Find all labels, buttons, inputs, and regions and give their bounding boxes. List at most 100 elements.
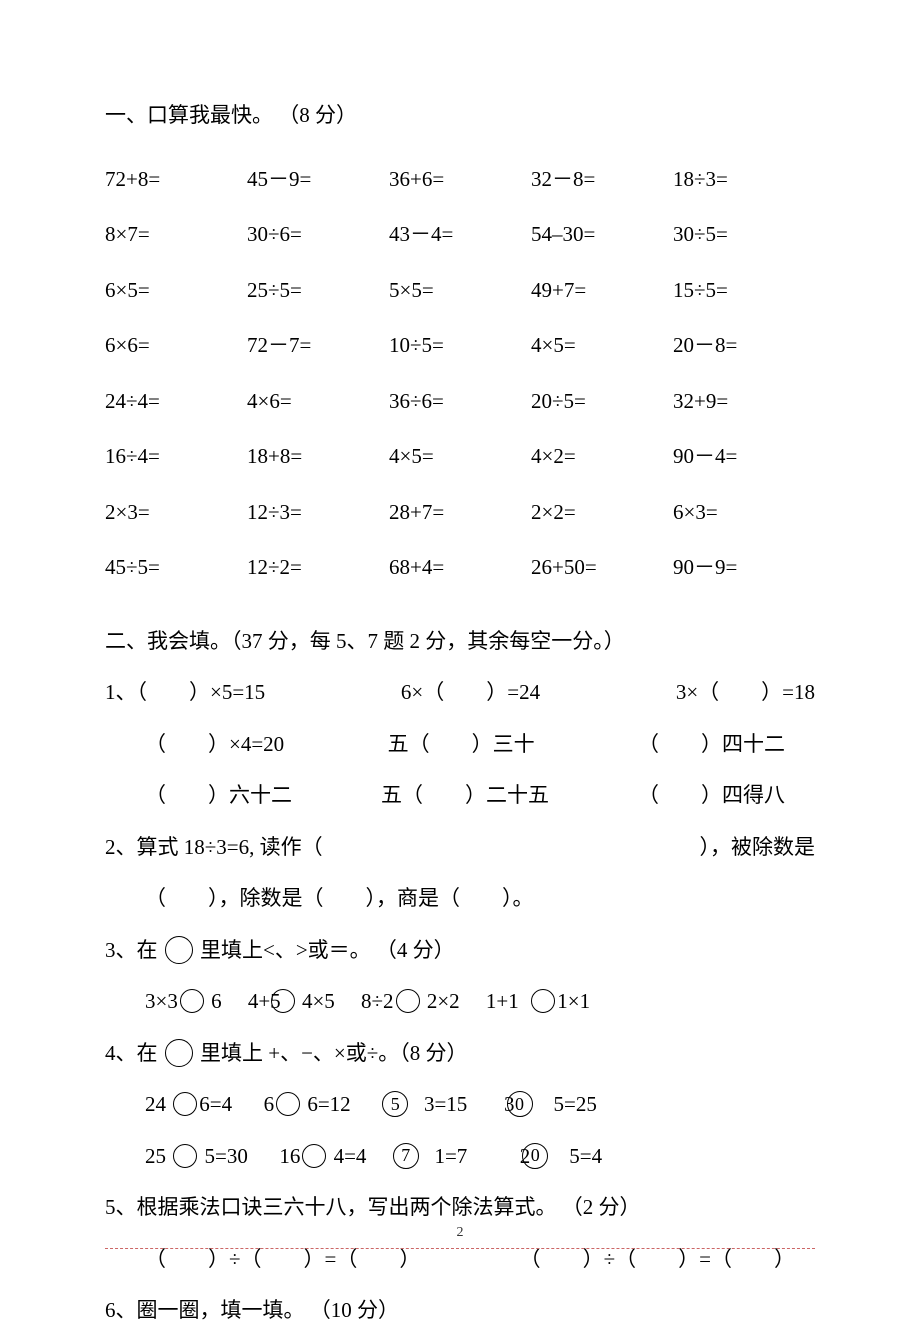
q1-blank: （ ）×4=20 bbox=[145, 729, 284, 761]
calc-cell: 49+7= bbox=[531, 263, 673, 319]
circle-icon: 5 bbox=[382, 1091, 408, 1117]
calc-cell: 90－9= bbox=[673, 540, 815, 596]
q1-blank: 1、（ ）×5=15 bbox=[105, 677, 265, 709]
circle-icon bbox=[173, 1144, 197, 1168]
q6-title: 6、圈一圈，填一填。 （10 分） bbox=[105, 1295, 815, 1327]
section1-title: 一、口算我最快。 （8 分） bbox=[105, 100, 815, 132]
q3-expr: 1+1 bbox=[486, 989, 519, 1013]
q2-text: ），被除数是 bbox=[700, 832, 816, 864]
calc-cell: 18+8= bbox=[247, 429, 389, 485]
q3-expr: 8÷2 bbox=[361, 989, 394, 1013]
calc-cell: 15÷5= bbox=[673, 263, 815, 319]
q4-expr: 5=4 bbox=[569, 1144, 602, 1168]
calc-cell: 4×2= bbox=[531, 429, 673, 485]
q5-title: 5、根据乘法口诀三六十八，写出两个除法算式。 （2 分） bbox=[105, 1192, 815, 1224]
calc-cell: 2×2= bbox=[531, 485, 673, 541]
q4-expr: 16 bbox=[279, 1144, 300, 1168]
q1-blank: 五（ ）二十五 bbox=[381, 780, 549, 812]
calc-cell: 2×3= bbox=[105, 485, 247, 541]
calc-cell: 90－4= bbox=[673, 429, 815, 485]
page-footer: 2 bbox=[0, 1232, 920, 1264]
q4-expr: 24 bbox=[145, 1092, 166, 1116]
calc-cell: 25÷5= bbox=[247, 263, 389, 319]
calc-cell: 32－8= bbox=[531, 152, 673, 208]
circle-icon bbox=[271, 989, 295, 1013]
calc-cell: 68+4= bbox=[389, 540, 531, 596]
calc-cell: 30÷6= bbox=[247, 207, 389, 263]
calc-cell: 20－8= bbox=[673, 318, 815, 374]
calc-cell: 32+9= bbox=[673, 374, 815, 430]
q1-blank: 五（ ）三十 bbox=[388, 729, 535, 761]
calc-cell: 6×6= bbox=[105, 318, 247, 374]
calc-cell: 5×5= bbox=[389, 263, 531, 319]
q4-expr: 6 bbox=[264, 1092, 275, 1116]
circle-icon bbox=[396, 989, 420, 1013]
calc-cell: 30÷5= bbox=[673, 207, 815, 263]
circle-icon bbox=[165, 936, 193, 964]
q1-blank: （ ）四十二 bbox=[638, 729, 785, 761]
q1-blank: 3×（ ）=18 bbox=[676, 677, 815, 709]
circle-icon bbox=[302, 1144, 326, 1168]
circle-icon bbox=[276, 1092, 300, 1116]
q3-text: 3、在 bbox=[105, 938, 158, 962]
q1-line1: 1、（ ）×5=15 6×（ ）=24 3×（ ）=18 bbox=[105, 677, 815, 709]
q2-line1: 2、算式 18÷3=6, 读作（ ），被除数是 bbox=[105, 832, 815, 864]
q4-text: 4、在 bbox=[105, 1041, 158, 1065]
q4-expr: 6=4 bbox=[199, 1092, 232, 1116]
page-number: 2 bbox=[452, 1222, 469, 1243]
calc-cell: 4×6= bbox=[247, 374, 389, 430]
q4-row2: 25 5=30 16 4=4 7 1=7 20 5=4 bbox=[105, 1141, 815, 1173]
q1-blank: 6×（ ）=24 bbox=[401, 677, 540, 709]
calc-cell: 10÷5= bbox=[389, 318, 531, 374]
q1-line3: （ ）六十二 五（ ）二十五 （ ）四得八 bbox=[105, 780, 815, 812]
calc-cell: 45÷5= bbox=[105, 540, 247, 596]
q3-title: 3、在 里填上<、>或＝。 （4 分） bbox=[105, 935, 815, 967]
q4-expr: 25 bbox=[145, 1144, 166, 1168]
calc-cell: 6×5= bbox=[105, 263, 247, 319]
calc-cell: 43－4= bbox=[389, 207, 531, 263]
q4-row1: 24 6=4 6 6=12 5 3=15 30 5=25 bbox=[105, 1089, 815, 1121]
calc-cell: 8×7= bbox=[105, 207, 247, 263]
calc-grid: 72+8= 45－9= 36+6= 32－8= 18÷3= 8×7= 30÷6=… bbox=[105, 152, 815, 596]
calc-cell: 28+7= bbox=[389, 485, 531, 541]
q2-line2: （ ），除数是（ ），商是（ ）。 bbox=[105, 883, 815, 915]
circle-icon: 0 bbox=[522, 1143, 548, 1169]
q2-text: 2、算式 18÷3=6, 读作（ bbox=[105, 832, 323, 864]
calc-cell: 24÷4= bbox=[105, 374, 247, 430]
q3-expr: 1×1 bbox=[557, 989, 590, 1013]
calc-cell: 4×5= bbox=[531, 318, 673, 374]
circle-icon bbox=[165, 1039, 193, 1067]
footer-divider bbox=[105, 1248, 815, 1249]
q4-expr: 5=25 bbox=[554, 1092, 597, 1116]
q1-blank: （ ）六十二 bbox=[145, 780, 292, 812]
q4-title: 4、在 里填上 +、−、×或÷。（8 分） bbox=[105, 1038, 815, 1070]
section2-title: 二、我会填。（37 分，每 5、7 题 2 分，其余每空一分。） bbox=[105, 626, 815, 658]
q4-expr: 4=4 bbox=[334, 1144, 367, 1168]
q4-expr: 6=12 bbox=[307, 1092, 350, 1116]
q4-expr: 1=7 bbox=[434, 1144, 467, 1168]
q3-expr: 2×2 bbox=[427, 989, 460, 1013]
q4-expr: 5=30 bbox=[205, 1144, 248, 1168]
calc-cell: 36÷6= bbox=[389, 374, 531, 430]
q3-expr: 4×5 bbox=[302, 989, 335, 1013]
q3-expr: 6 bbox=[211, 989, 222, 1013]
circle-icon bbox=[173, 1092, 197, 1116]
calc-cell: 20÷5= bbox=[531, 374, 673, 430]
calc-cell: 36+6= bbox=[389, 152, 531, 208]
circle-icon bbox=[531, 989, 555, 1013]
calc-cell: 72－7= bbox=[247, 318, 389, 374]
calc-cell: 26+50= bbox=[531, 540, 673, 596]
q4-text: 里填上 +、−、×或÷。（8 分） bbox=[200, 1041, 468, 1065]
q3-text: 里填上<、>或＝。 （4 分） bbox=[200, 938, 455, 962]
calc-cell: 4×5= bbox=[389, 429, 531, 485]
circle-icon bbox=[180, 989, 204, 1013]
calc-cell: 18÷3= bbox=[673, 152, 815, 208]
circle-icon: 0 bbox=[507, 1091, 533, 1117]
calc-cell: 72+8= bbox=[105, 152, 247, 208]
calc-cell: 12÷3= bbox=[247, 485, 389, 541]
calc-cell: 12÷2= bbox=[247, 540, 389, 596]
q3-expr: 3×3 bbox=[145, 989, 178, 1013]
calc-cell: 54–30= bbox=[531, 207, 673, 263]
calc-cell: 6×3= bbox=[673, 485, 815, 541]
q1-line2: （ ）×4=20 五（ ）三十 （ ）四十二 bbox=[105, 729, 815, 761]
